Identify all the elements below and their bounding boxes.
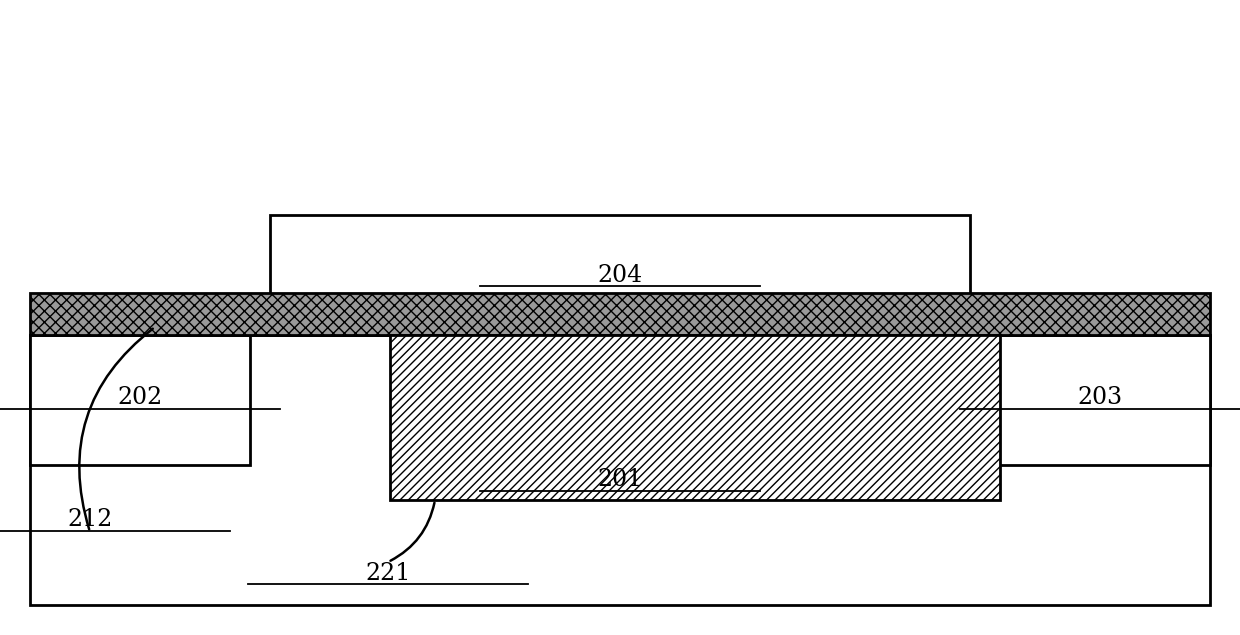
Text: 221: 221 <box>366 561 410 584</box>
Bar <box>30 335 1210 605</box>
Text: 203: 203 <box>1078 387 1122 410</box>
Bar <box>391 335 999 500</box>
Text: 201: 201 <box>598 469 642 491</box>
Bar <box>990 335 1210 465</box>
Text: 204: 204 <box>598 264 642 286</box>
Bar <box>30 293 1210 335</box>
Text: 212: 212 <box>67 509 113 531</box>
Bar <box>270 215 970 335</box>
Bar <box>30 335 250 465</box>
Text: 202: 202 <box>118 387 162 410</box>
